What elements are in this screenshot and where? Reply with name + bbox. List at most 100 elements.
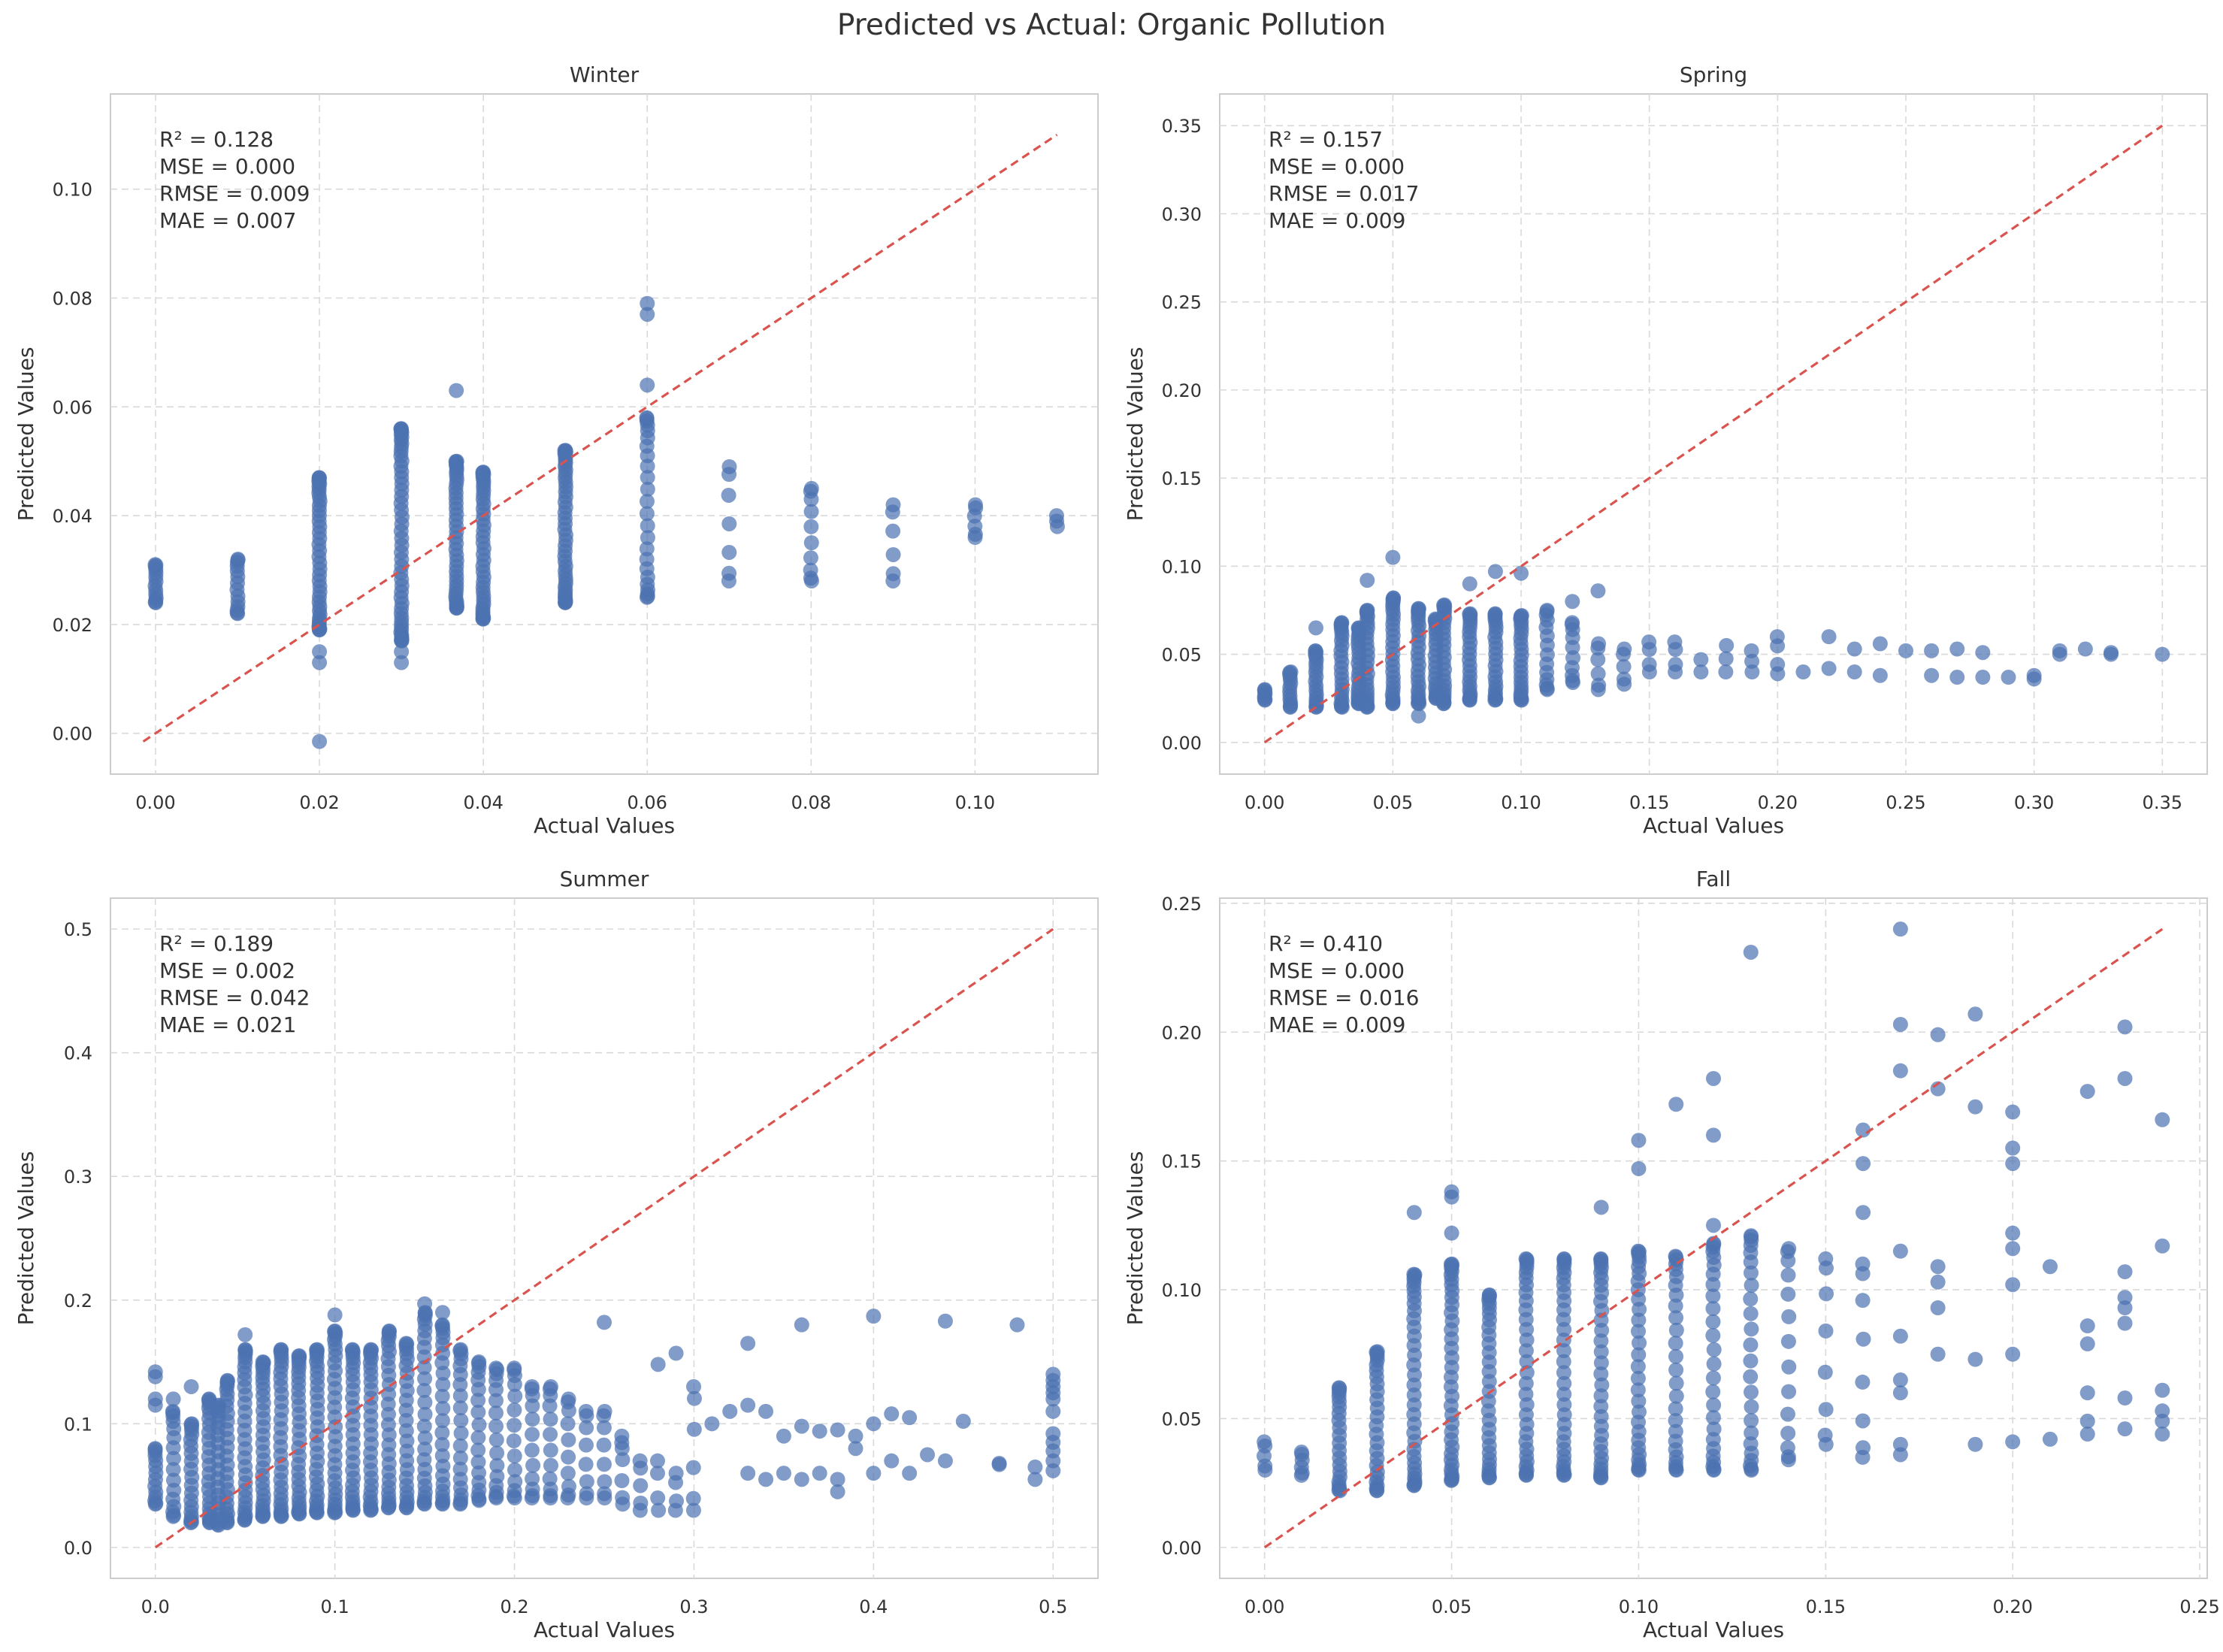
data-point [2052, 646, 2067, 662]
data-point [1892, 1436, 1908, 1452]
y-tick-label: 0.1 [64, 1414, 92, 1435]
data-point [1518, 1251, 1534, 1266]
data-point [803, 550, 818, 566]
data-point [489, 1457, 505, 1473]
data-point [758, 1403, 774, 1419]
data-point [2155, 1238, 2170, 1254]
data-point [803, 504, 819, 519]
data-point [1590, 583, 1606, 599]
data-point [1591, 636, 1607, 652]
data-point [558, 443, 573, 458]
data-point [1481, 1287, 1497, 1303]
x-tick-label: 0.08 [791, 792, 831, 813]
data-point [1705, 1277, 1721, 1293]
data-point [776, 1466, 791, 1481]
data-point [561, 1391, 576, 1407]
data-point [1743, 1436, 1759, 1452]
data-point [1930, 1346, 1946, 1362]
data-point [685, 1490, 701, 1506]
data-point [1519, 1332, 1535, 1348]
x-tick-label: 0.10 [1619, 1596, 1659, 1617]
data-point [1781, 1384, 1797, 1399]
data-point [1846, 664, 1862, 680]
y-tick-label: 0.05 [1162, 645, 1202, 666]
data-point [416, 1360, 432, 1375]
data-point [1462, 576, 1477, 592]
x-tick-label: 0.5 [1039, 1596, 1067, 1617]
data-point [1856, 1122, 1871, 1138]
data-point [937, 1313, 953, 1329]
data-point [488, 1393, 504, 1408]
data-point [2001, 670, 2016, 685]
data-point [651, 1502, 667, 1518]
data-point [2005, 1241, 2021, 1257]
data-point [1967, 1351, 1983, 1367]
data-point [884, 1406, 900, 1422]
data-point [2079, 1336, 2095, 1352]
data-point [1308, 620, 1323, 636]
data-point [955, 1414, 971, 1430]
data-point [1898, 643, 1913, 658]
data-point [434, 1305, 450, 1321]
data-point [721, 458, 737, 474]
data-point [2155, 1382, 2170, 1398]
data-point [525, 1471, 540, 1487]
data-point [1257, 682, 1273, 697]
data-point [1594, 1377, 1610, 1393]
data-point [722, 1403, 738, 1419]
data-point [578, 1437, 594, 1453]
metric-text: R² = 0.157 [1269, 127, 1383, 152]
data-point [803, 562, 818, 578]
data-point [470, 1430, 486, 1445]
data-point [669, 1493, 685, 1509]
x-tick-label: 0.20 [1758, 792, 1798, 813]
data-point [1045, 1403, 1061, 1419]
metric-text: MAE = 0.009 [1269, 1012, 1405, 1037]
data-point [452, 1400, 468, 1416]
data-point [470, 1442, 486, 1458]
data-point [345, 1342, 361, 1357]
data-point [597, 1403, 612, 1419]
data-point [639, 494, 655, 510]
data-point [452, 1461, 468, 1477]
data-point [1706, 1397, 1722, 1413]
data-point [1565, 594, 1580, 610]
data-point [434, 1317, 450, 1333]
y-tick-label: 0.00 [53, 724, 92, 745]
data-point [2117, 1019, 2133, 1035]
data-point [417, 1371, 433, 1387]
data-point [615, 1490, 631, 1505]
data-point [2117, 1315, 2133, 1331]
data-point [489, 1445, 505, 1461]
data-point [803, 519, 819, 534]
data-point [1892, 1328, 1908, 1344]
data-point [1769, 629, 1785, 645]
data-point [381, 1323, 397, 1339]
data-point [1617, 641, 1632, 657]
data-point [885, 546, 901, 562]
data-point [1693, 652, 1709, 667]
data-point [543, 1442, 558, 1458]
metric-text: MSE = 0.002 [159, 958, 295, 983]
data-point [794, 1418, 809, 1434]
data-point [147, 1369, 163, 1384]
data-point [561, 1478, 576, 1494]
data-point [363, 1342, 379, 1357]
data-point [147, 1397, 163, 1413]
data-point [1048, 508, 1064, 524]
x-tick-label: 0.3 [679, 1596, 708, 1617]
data-point [596, 1437, 612, 1453]
data-point [578, 1457, 594, 1472]
data-point [1632, 1335, 1647, 1351]
data-point [1630, 1382, 1646, 1398]
data-point [166, 1451, 182, 1466]
data-point [920, 1447, 936, 1463]
x-tick-label: 0.1 [321, 1596, 349, 1617]
data-point [639, 552, 655, 567]
metric-text: MSE = 0.000 [1269, 154, 1405, 179]
data-point [1743, 1306, 1759, 1321]
data-point [1706, 1127, 1721, 1143]
data-point [507, 1402, 522, 1418]
axes-frame [110, 93, 1099, 775]
y-tick-label: 0.2 [64, 1290, 92, 1312]
